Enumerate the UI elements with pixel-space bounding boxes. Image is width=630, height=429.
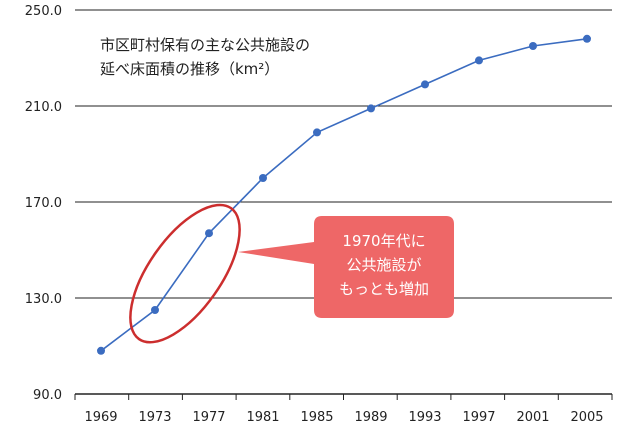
x-tick-label: 1997 bbox=[462, 410, 495, 425]
data-point bbox=[259, 174, 267, 182]
x-tick-label: 1977 bbox=[192, 410, 225, 425]
x-tick-label: 1969 bbox=[84, 410, 117, 425]
y-tick-label: 170.0 bbox=[25, 196, 62, 211]
x-tick-label: 1993 bbox=[408, 410, 441, 425]
chart-title-line-1: 市区町村保有の主な公共施設の bbox=[100, 36, 310, 54]
y-axis-ticks: 90.0 130.0 170.0 210.0 250.0 bbox=[25, 4, 62, 403]
x-tick-label: 1989 bbox=[354, 410, 387, 425]
x-tick-label: 1985 bbox=[300, 410, 333, 425]
callout-line-3: もっとも増加 bbox=[339, 280, 429, 298]
y-tick-label: 210.0 bbox=[25, 100, 62, 115]
x-tick-label: 1973 bbox=[138, 410, 171, 425]
highlight-ellipse bbox=[129, 203, 241, 344]
callout-line-1: 1970年代に bbox=[342, 232, 425, 250]
y-tick-label: 90.0 bbox=[33, 388, 62, 403]
series-line bbox=[100, 38, 588, 352]
data-point bbox=[367, 104, 375, 113]
data-point bbox=[529, 42, 537, 50]
callout-line-2: 公共施設が bbox=[346, 256, 421, 274]
data-point bbox=[205, 229, 213, 238]
x-tick-label: 2005 bbox=[570, 410, 603, 425]
data-point bbox=[151, 306, 159, 314]
data-point bbox=[583, 34, 591, 43]
chart-title-line-2: 延べ床面積の推移（km²） bbox=[100, 60, 279, 78]
x-tick-label: 1981 bbox=[246, 410, 279, 425]
data-point bbox=[97, 346, 105, 355]
data-point bbox=[313, 128, 321, 137]
y-tick-label: 250.0 bbox=[25, 4, 62, 19]
x-tick-label: 2001 bbox=[516, 410, 549, 425]
data-point bbox=[421, 80, 429, 89]
data-point bbox=[475, 56, 483, 65]
y-tick-label: 130.0 bbox=[25, 292, 62, 307]
callout-bubble bbox=[238, 216, 454, 318]
annotation-callout: 1970年代に 公共施設が もっとも増加 bbox=[238, 216, 454, 318]
x-axis-ticks: 1969 1973 1977 1981 1985 1989 1993 1997 2001 2005 bbox=[74, 394, 613, 425]
series-markers bbox=[97, 34, 591, 355]
